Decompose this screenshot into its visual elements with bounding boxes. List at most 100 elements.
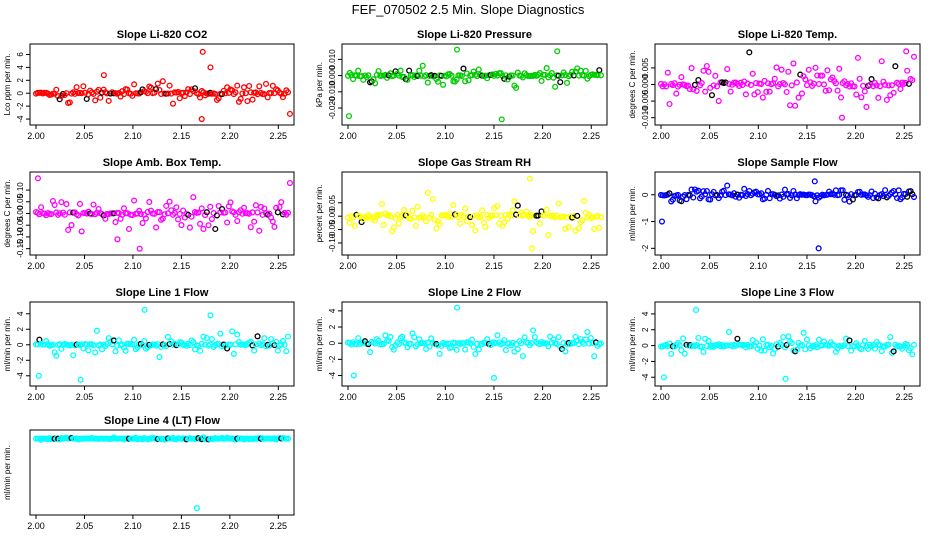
data-point bbox=[423, 218, 430, 225]
y-tick-label: -1 bbox=[641, 217, 650, 225]
data-point bbox=[785, 333, 792, 340]
data-point bbox=[146, 198, 153, 205]
data-point bbox=[681, 350, 688, 357]
data-point bbox=[596, 224, 603, 231]
data-point bbox=[885, 341, 892, 348]
data-point bbox=[781, 81, 789, 88]
x-tick-label: 2.00 bbox=[652, 261, 670, 271]
data-point bbox=[489, 212, 496, 219]
data-point bbox=[545, 343, 552, 350]
x-tick-label: 2.15 bbox=[485, 131, 503, 141]
data-point bbox=[424, 79, 431, 86]
data-point bbox=[230, 350, 237, 357]
data-point bbox=[92, 97, 99, 104]
data-point bbox=[416, 67, 423, 74]
data-point bbox=[882, 187, 889, 194]
chart-title: Slope Li-820 Pressure bbox=[417, 29, 532, 41]
data-point bbox=[888, 82, 895, 89]
y-tick-label: 0.00 bbox=[16, 205, 25, 221]
y-axis-label: ml/min per min. bbox=[3, 445, 12, 500]
plot-frame bbox=[341, 171, 608, 256]
y-tick-label: -0.005 bbox=[641, 89, 650, 112]
data-point-outlier bbox=[136, 245, 143, 252]
y-axis-label: kPa per min. bbox=[315, 62, 324, 107]
data-point bbox=[73, 84, 80, 91]
data-point bbox=[450, 202, 457, 209]
x-tick-label: 2.05 bbox=[76, 261, 94, 271]
data-point bbox=[249, 342, 256, 349]
y-tick-label: -2 bbox=[641, 244, 650, 252]
data-point bbox=[367, 349, 374, 356]
data-point bbox=[246, 82, 253, 90]
data-point-outlier bbox=[286, 110, 293, 117]
data-point bbox=[747, 343, 755, 350]
data-point bbox=[156, 209, 163, 216]
x-tick-label: 2.25 bbox=[896, 261, 914, 271]
data-point bbox=[58, 199, 65, 206]
data-point bbox=[904, 193, 911, 200]
data-point bbox=[475, 346, 482, 353]
data-point bbox=[570, 213, 577, 220]
data-point bbox=[501, 337, 508, 344]
data-point bbox=[436, 350, 443, 357]
data-point bbox=[700, 67, 707, 74]
data-point-outlier bbox=[526, 175, 534, 182]
data-point bbox=[198, 340, 205, 347]
data-point bbox=[251, 347, 258, 354]
plot-frame bbox=[341, 43, 608, 126]
data-point bbox=[834, 87, 841, 94]
data-point bbox=[788, 340, 795, 347]
data-point bbox=[164, 333, 171, 341]
data-point bbox=[141, 338, 148, 345]
y-tick-label: -4 bbox=[16, 372, 25, 380]
data-point bbox=[355, 335, 362, 342]
data-point bbox=[207, 203, 214, 210]
data-point bbox=[382, 332, 389, 339]
page-title: FEF_070502 2.5 Min. Slope Diagnostics bbox=[351, 2, 585, 17]
data-point bbox=[70, 352, 77, 359]
data-point bbox=[758, 190, 765, 197]
data-point bbox=[693, 341, 700, 349]
x-tick-label: 2.20 bbox=[534, 131, 552, 141]
data-point bbox=[562, 348, 569, 355]
data-point bbox=[232, 89, 239, 96]
data-points bbox=[657, 48, 918, 121]
x-tick-label: 2.10 bbox=[750, 131, 768, 141]
data-point bbox=[759, 94, 766, 101]
data-point bbox=[222, 90, 229, 97]
data-point bbox=[351, 223, 358, 230]
data-points bbox=[344, 304, 605, 382]
data-point bbox=[176, 210, 183, 218]
x-tick-label: 2.25 bbox=[270, 131, 288, 141]
data-point-outlier bbox=[453, 46, 461, 53]
data-point bbox=[462, 346, 469, 353]
data-point bbox=[78, 90, 85, 97]
x-tick-label: 2.10 bbox=[437, 131, 455, 141]
x-tick-label: 2.25 bbox=[896, 392, 914, 402]
data-point-outlier bbox=[815, 245, 822, 252]
data-point bbox=[555, 200, 562, 207]
data-point bbox=[125, 225, 133, 233]
x-tick-label: 2.25 bbox=[583, 392, 601, 402]
data-points bbox=[344, 175, 605, 252]
data-point bbox=[407, 340, 414, 347]
data-point bbox=[186, 224, 193, 231]
x-tick-label: 2.10 bbox=[437, 392, 455, 402]
data-point bbox=[198, 205, 205, 212]
data-point bbox=[545, 232, 552, 239]
data-point bbox=[871, 345, 878, 352]
x-tick-label: 2.20 bbox=[534, 261, 552, 271]
y-tick-label: -0.10 bbox=[16, 227, 25, 246]
data-point bbox=[866, 81, 873, 88]
data-point bbox=[680, 335, 687, 342]
data-point bbox=[591, 225, 598, 233]
x-tick-label: 2.10 bbox=[437, 261, 455, 271]
data-point bbox=[555, 72, 562, 79]
data-point bbox=[124, 210, 131, 217]
chart-panel-6: Slope Sample Flow ml/min per min. 2.00 2.05… bbox=[628, 157, 921, 271]
data-point bbox=[596, 67, 603, 74]
data-point bbox=[552, 83, 559, 90]
data-point bbox=[66, 99, 73, 106]
data-point bbox=[83, 95, 90, 102]
data-point bbox=[154, 80, 161, 87]
